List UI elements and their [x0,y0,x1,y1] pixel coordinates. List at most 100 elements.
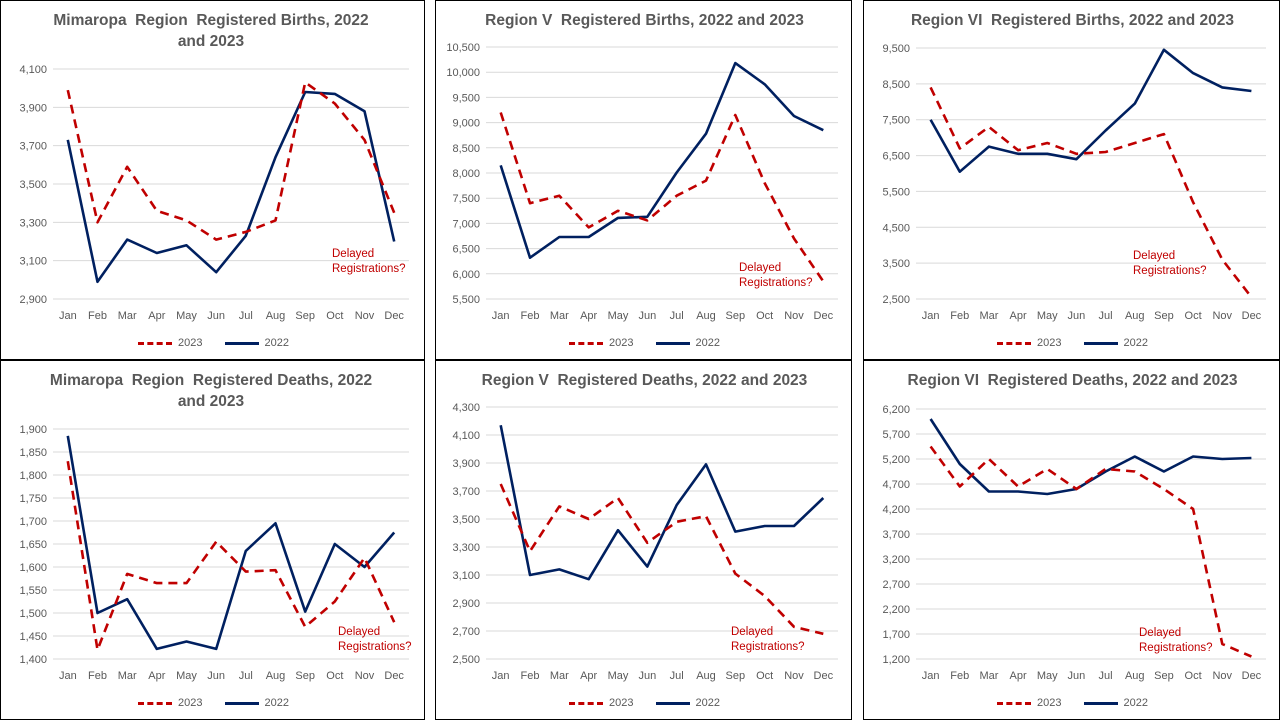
legend-item: 2023 [997,697,1062,709]
line-chart: 2,500 2,700 2,900 3,100 3,300 3,500 3,700 3,900… [452,402,838,682]
x-tick-label: Aug [1125,670,1145,682]
legend: 2023 2022 [436,337,853,349]
y-tick-label: 3,500 [19,179,47,191]
annotation-text: Delayed [1133,250,1175,262]
x-tick-label: Oct [326,670,343,682]
x-tick-label: May [1037,670,1058,682]
x-tick-label: May [1037,310,1058,322]
y-tick-label: 4,100 [19,64,47,76]
y-tick-label: 10,500 [446,42,480,54]
x-tick-label: Apr [580,670,597,682]
series-line-2022 [66,90,396,284]
chart-panel-2: Region V Registered Births, 2022 and 202… [435,0,852,360]
chart-panel-6: Region VI Registered Deaths, 2022 and 20… [863,360,1280,720]
y-tick-label: 3,700 [19,141,47,153]
x-tick-label: Oct [756,670,773,682]
x-tick-label: Dec [1242,310,1262,322]
x-tick-label: May [176,310,197,322]
x-tick-label: Feb [950,310,969,322]
x-tick-label: Apr [148,670,165,682]
x-tick-label: Jul [1099,670,1113,682]
x-tick-label: Sep [1154,310,1174,322]
y-tick-label: 5,500 [882,186,910,198]
y-tick-label: 1,700 [19,516,47,528]
series-line-2023 [929,86,1253,298]
x-tick-label: May [608,310,629,322]
x-tick-label: Jun [207,310,225,322]
legend-label: 2022 [1123,697,1148,709]
x-tick-label: Dec [384,310,404,322]
series-line-2022 [929,48,1252,173]
x-tick-label: Jun [638,670,656,682]
y-tick-label: 3,300 [19,217,47,229]
x-tick-label: May [608,670,629,682]
legend-label: 2022 [695,697,720,709]
legend-swatch [997,341,1032,345]
x-tick-label: Feb [521,310,540,322]
x-tick-label: Jul [239,670,253,682]
y-tick-label: 1,500 [19,608,47,620]
legend-item: 2022 [224,337,289,349]
legend-swatch [569,701,604,705]
legend-item: 2022 [224,697,289,709]
y-tick-label: 1,900 [19,424,47,436]
y-tick-label: 8,500 [882,79,910,91]
y-tick-label: 1,650 [19,539,47,551]
line-chart: 1,400 1,450 1,500 1,550 1,600 1,650 1,700 1,750… [19,424,412,682]
annotation-text: Delayed [1139,627,1181,639]
y-tick-label: 3,100 [452,570,480,582]
legend-label: 2023 [178,337,203,349]
y-tick-label: 1,750 [19,493,47,505]
x-tick-label: Sep [726,670,746,682]
x-tick-label: Jan [59,670,77,682]
y-tick-label: 3,700 [882,529,910,541]
x-tick-label: Mar [118,310,137,322]
x-tick-label: Apr [580,310,597,322]
x-tick-label: Jan [492,670,510,682]
annotation-text: Registrations? [332,263,406,275]
chart-title: Mimaropa Region Registered Deaths, 2022 … [49,372,373,410]
annotation-text: Delayed [731,626,773,638]
legend-label: 2022 [264,697,289,709]
x-tick-label: Jun [1068,670,1086,682]
x-tick-label: Aug [696,670,716,682]
x-tick-label: Nov [355,310,375,322]
line-chart: 1,200 1,700 2,200 2,700 3,200 3,700 4,200 4,700… [882,404,1266,682]
legend-item: 2023 [138,337,203,349]
y-tick-label: 6,500 [452,244,480,256]
annotation-text: Registrations? [739,277,813,289]
x-tick-label: Jun [207,670,225,682]
x-tick-label: Feb [88,670,107,682]
y-tick-label: 8,500 [452,143,480,155]
annotation-text: Registrations? [338,641,412,653]
chart-title: Region VI Registered Births, 2022 and 20… [910,12,1235,29]
y-tick-label: 2,500 [882,294,910,306]
y-tick-label: 3,500 [882,258,910,270]
annotation-text: Delayed [739,262,781,274]
x-tick-label: Apr [1010,310,1027,322]
y-tick-label: 5,500 [452,294,480,306]
y-tick-label: 4,500 [882,222,910,234]
y-tick-label: 1,400 [19,654,47,666]
x-tick-label: Mar [979,310,998,322]
chart-panel-3: Region VI Registered Births, 2022 and 20… [863,0,1280,360]
legend-swatch [224,701,259,705]
y-tick-label: 7,500 [882,115,910,127]
x-tick-label: Jan [492,310,510,322]
y-tick-label: 2,900 [19,294,47,306]
x-tick-label: Aug [696,310,716,322]
x-tick-label: Sep [1154,670,1174,682]
x-tick-label: Aug [266,310,286,322]
legend-swatch [997,701,1032,705]
y-tick-label: 9,000 [452,118,480,130]
x-tick-label: Dec [1242,670,1262,682]
y-tick-label: 10,000 [446,67,480,79]
x-tick-label: Feb [950,670,969,682]
x-tick-label: Nov [1212,670,1232,682]
x-tick-label: May [176,670,197,682]
legend-swatch [655,701,690,705]
legend: 2023 2022 [864,697,1280,709]
y-tick-label: 1,850 [19,447,47,459]
x-tick-label: Jun [638,310,656,322]
chart-title: Region VI Registered Deaths, 2022 and 20… [907,372,1238,389]
